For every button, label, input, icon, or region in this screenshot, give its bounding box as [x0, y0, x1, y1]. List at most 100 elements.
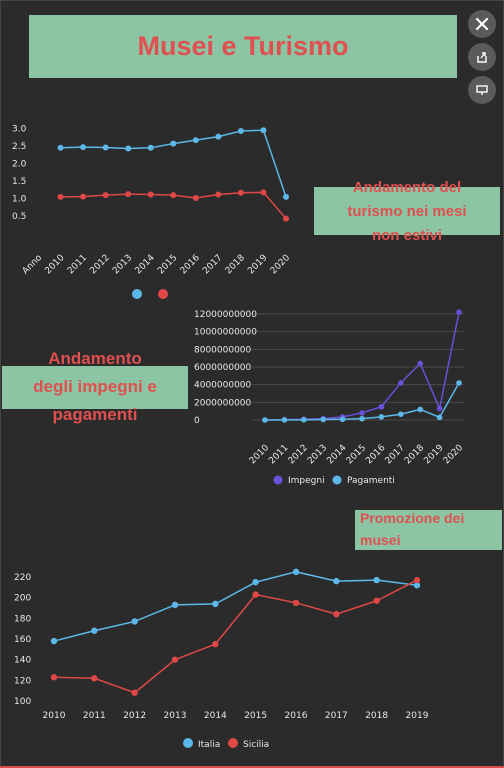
legend-marker-sicilia [228, 738, 238, 748]
data-point [80, 193, 87, 200]
turismo-label-line2: turismo nei mesi [347, 203, 467, 220]
data-point [398, 411, 404, 418]
y-tick-label: 1.5 [12, 177, 26, 187]
x-tick-label: 2018 [365, 711, 388, 721]
x-tick-label: 2011 [267, 443, 290, 466]
impegni-label-line1: Andamento [48, 349, 142, 368]
present-icon [476, 85, 488, 95]
data-point [260, 189, 267, 196]
turismo-label: Andamento del turismo nei mesi non estiv… [314, 176, 500, 248]
share-button[interactable] [468, 43, 496, 71]
series-line [60, 129, 287, 198]
data-point [283, 193, 289, 200]
data-point [212, 600, 219, 608]
close-icon [475, 17, 489, 31]
y-tick-label: 12000000000 [194, 310, 257, 320]
data-point [320, 416, 327, 423]
x-tick-label: 2010 [248, 443, 271, 466]
y-tick-label: 200 [14, 594, 31, 604]
data-point [131, 618, 138, 625]
data-point [170, 192, 177, 199]
x-tick-label: 2018 [224, 253, 247, 276]
legend-marker-impegni [273, 475, 283, 485]
musei-label-line1: Promozione dei [360, 510, 465, 526]
x-tick-label: 2017 [384, 443, 407, 466]
data-point [456, 309, 462, 316]
data-point [283, 215, 289, 222]
data-point [252, 591, 259, 598]
data-point [102, 192, 109, 199]
data-point [192, 137, 199, 144]
x-tick-label: 2014 [134, 253, 157, 276]
y-tick-label: 6000000000 [194, 363, 252, 373]
data-point [378, 403, 385, 410]
legend-marker-red [158, 289, 168, 299]
legend-marker-pagamenti [332, 475, 342, 485]
x-tick-label: 2015 [244, 711, 267, 721]
data-point [131, 689, 138, 696]
legend-label-impegni: Impegni [288, 476, 325, 486]
data-point [398, 380, 404, 386]
turismo-label-line3: non estivi [371, 227, 442, 244]
data-point [237, 189, 244, 196]
data-point [333, 577, 340, 585]
bottom-accent-line [0, 766, 504, 768]
x-tick-label: 2012 [287, 443, 310, 466]
x-tick-label: 2013 [164, 711, 187, 721]
x-tick-label: 2019 [406, 711, 429, 721]
x-tick-label: 2018 [403, 443, 426, 466]
data-point [170, 140, 177, 147]
y-tick-label: 0.5 [12, 212, 26, 222]
data-point [91, 675, 98, 682]
x-tick-label: 2017 [325, 711, 348, 721]
x-tick-label: 2012 [88, 253, 111, 276]
data-point [456, 380, 462, 386]
x-tick-label: 2016 [179, 253, 202, 276]
y-tick-label: 2.5 [12, 142, 26, 152]
x-tick-label: 2019 [422, 443, 445, 466]
data-point [333, 611, 340, 618]
series-line [53, 579, 418, 694]
y-tick-label: 140 [14, 656, 31, 666]
y-tick-label: 8000000000 [194, 345, 252, 355]
data-point [373, 597, 380, 604]
close-button[interactable] [468, 10, 496, 38]
data-point [57, 193, 64, 200]
data-point [262, 417, 268, 423]
data-point [260, 127, 267, 134]
impegni-label: Andamento degli impegni e pagamenti [2, 345, 188, 429]
data-point [57, 144, 64, 151]
impegni-label-line2: degli impegni e [33, 377, 157, 396]
impegni-label-line3: pagamenti [52, 405, 138, 424]
data-point [171, 656, 179, 663]
data-point [281, 417, 288, 423]
data-point [436, 405, 443, 412]
data-point [301, 417, 307, 423]
present-button[interactable] [468, 76, 496, 104]
data-point [413, 582, 421, 589]
x-tick-label: 2014 [204, 711, 227, 721]
x-tick-label: 2016 [285, 711, 308, 721]
y-tick-label: 220 [14, 573, 31, 583]
data-point [147, 191, 154, 198]
musei-label: Promozione dei musei [355, 507, 502, 551]
x-tick-label: 2010 [43, 253, 66, 276]
y-tick-label: 10000000000 [194, 328, 257, 338]
legend-label-pagamenti: Pagamenti [347, 476, 395, 486]
title-banner: Musei e Turismo [29, 15, 457, 78]
data-point [192, 194, 199, 201]
data-point [436, 414, 443, 421]
x-tick-label: 2019 [246, 253, 269, 276]
data-point [252, 578, 259, 586]
data-point [50, 637, 58, 645]
x-tick-label: 2015 [345, 443, 368, 466]
x-tick-label: 2013 [306, 443, 329, 466]
x-tick-label: Anno [21, 253, 45, 277]
data-point [212, 640, 219, 648]
data-point [292, 599, 300, 607]
data-point [171, 601, 179, 609]
data-point [237, 127, 244, 134]
x-tick-label: 2010 [43, 711, 66, 721]
impegni-label-bg [2, 366, 188, 409]
